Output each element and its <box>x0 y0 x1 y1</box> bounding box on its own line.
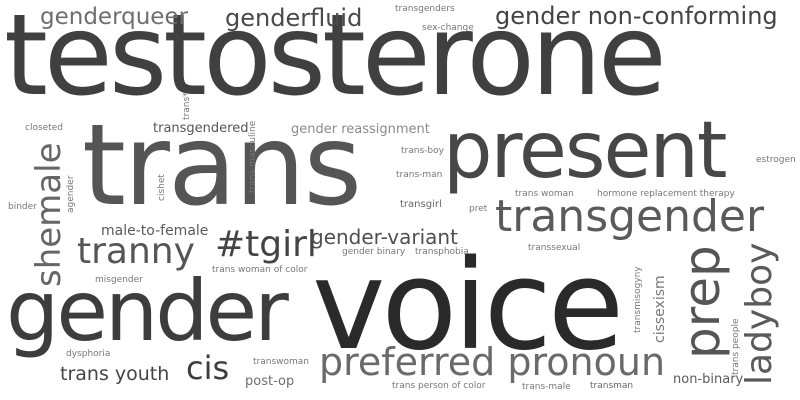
word-trans-masculine: trans-masculine <box>248 120 258 193</box>
word-hormone-replacement-therapy: hormone replacement therapy <box>597 189 735 199</box>
word-gender-variant: gender-variant <box>311 225 458 249</box>
word-male-to-female: male-to-female <box>101 223 209 239</box>
word-trans-person-of-color: trans person of color <box>392 381 486 391</box>
word-testosterone: testosterone <box>4 0 667 121</box>
word-gender: gender <box>6 262 289 360</box>
word-pret: pret <box>469 204 488 214</box>
word-transgenders: transgenders <box>395 4 455 14</box>
word-prep: prep <box>673 245 731 359</box>
word-trans-male: trans-male <box>522 382 571 392</box>
word-tgirl: #tgirl <box>215 224 317 265</box>
word-present: present <box>443 106 727 196</box>
word-trans-woman: trans woman <box>515 189 574 199</box>
word-cis: cis <box>186 349 230 387</box>
word-trans-woman-of-color: trans woman of color <box>212 265 308 275</box>
word-trans-youth: trans youth <box>60 363 170 385</box>
word-sex-change: sex-change <box>422 23 474 33</box>
word-shemale: shemale <box>29 142 69 288</box>
word-transgirl: transgirl <box>400 199 442 210</box>
word-gender-non-conforming: gender non-conforming <box>495 2 778 30</box>
word-ladyboy: ladyboy <box>739 242 780 385</box>
word-dysphoria: dysphoria <box>66 349 111 359</box>
word-post-op: post-op <box>245 374 295 389</box>
word-preferred-pronoun: preferred pronoun <box>319 340 666 384</box>
word-gender-reassignment: gender reassignment <box>291 122 430 137</box>
word-cishet: cishet <box>157 174 167 201</box>
word-cissexism: cissexism <box>652 275 668 343</box>
word-transmisogyny: transmisogyny <box>633 266 643 333</box>
word-binder: binder <box>8 202 37 212</box>
word-trans-star: trans* <box>182 92 192 120</box>
word-estrogen: estrogen <box>756 155 796 165</box>
word-voice: voice <box>312 234 624 378</box>
word-genderfluid: genderfluid <box>225 4 363 32</box>
word-trans: trans <box>82 101 362 231</box>
word-transsexual: transsexual <box>528 243 581 253</box>
word-transman: transman <box>590 381 634 391</box>
word-genderqueer: genderqueer <box>40 4 189 30</box>
word-transgender: transgender <box>495 191 765 242</box>
word-trans-people: trans people <box>731 318 741 375</box>
word-trans-man: trans-man <box>396 170 443 180</box>
word-misgender: misgender <box>95 275 143 285</box>
word-transgendered: transgendered <box>153 121 249 136</box>
word-closeted: closeted <box>25 123 63 133</box>
word-transwoman: transwoman <box>253 357 309 367</box>
word-gender-binary: gender binary <box>342 247 406 257</box>
word-trans-boy: trans-boy <box>401 146 444 156</box>
word-tranny: tranny <box>77 231 195 272</box>
word-non-binary: non-binary <box>673 372 744 387</box>
word-transphobia: transphobia <box>415 247 469 257</box>
word-agender: agender <box>66 175 76 213</box>
